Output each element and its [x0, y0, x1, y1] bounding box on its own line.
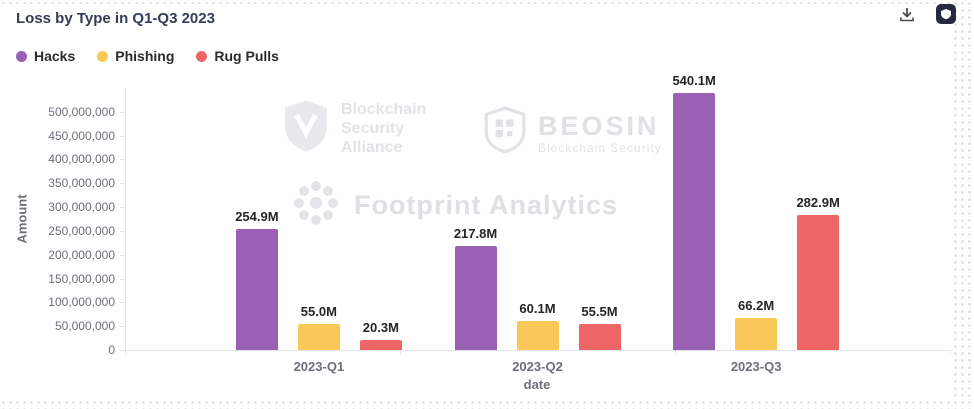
bar-value-label: 254.9M	[235, 208, 279, 224]
watermark-beosin-name: BEOSIN	[538, 110, 660, 141]
x-category-label: 2023-Q1	[293, 359, 345, 374]
watermark-beosin: BEOSIN Blockchain Security	[484, 106, 662, 159]
bar-phishing-2023-Q1[interactable]	[297, 323, 340, 350]
x-tick-mark	[675, 350, 676, 355]
x-tick-mark	[400, 350, 401, 355]
brand-badge-icon[interactable]	[936, 4, 956, 24]
bar-value-label: 55.0M	[300, 303, 337, 319]
x-category-label: 2023-Q3	[730, 359, 782, 374]
x-tick-mark	[950, 350, 951, 355]
chart-title: Loss by Type in Q1-Q3 2023	[16, 10, 215, 27]
alliance-shield-icon	[283, 98, 329, 158]
y-tick-label: 0	[108, 343, 115, 357]
download-arrow-icon	[900, 8, 914, 22]
x-axis-title: date	[523, 377, 551, 392]
watermark-alliance-line3: Alliance	[341, 138, 403, 156]
y-tick-mark	[120, 207, 125, 209]
bar-value-label: 217.8M	[453, 226, 498, 242]
y-axis-line	[125, 88, 126, 350]
y-tick-label: 250,000,000	[48, 223, 115, 238]
bar-value-label: 20.3M	[362, 320, 399, 336]
legend-item-rug-pulls[interactable]: Rug Pulls	[196, 48, 279, 64]
y-tick-mark	[120, 326, 125, 328]
legend-marker	[97, 50, 109, 62]
bar-rug-pulls-2023-Q1[interactable]	[359, 340, 402, 350]
y-tick-label: 400,000,000	[48, 152, 115, 167]
legend-marker	[16, 50, 27, 62]
x-axis-line	[125, 350, 951, 351]
bar-value-label: 540.1M	[672, 72, 716, 88]
legend-marker	[196, 50, 208, 62]
y-tick-mark	[120, 254, 125, 256]
bar-rug-pulls-2023-Q2[interactable]	[578, 323, 621, 350]
legend-label: Phishing	[115, 48, 175, 64]
bar-hacks-2023-Q3[interactable]	[673, 92, 716, 350]
legend-item-phishing[interactable]: Phishing	[97, 48, 174, 64]
beosin-shield-icon	[484, 106, 526, 159]
y-tick-mark	[120, 350, 125, 351]
watermark-alliance-line2: Security	[341, 119, 405, 137]
bar-hacks-2023-Q2[interactable]	[454, 246, 497, 350]
bar-value-label: 60.1M	[519, 301, 556, 317]
watermark-alliance-line1: Blockchain	[341, 100, 427, 118]
watermark-beosin-tagline: Blockchain Security	[538, 140, 662, 155]
y-tick-label: 350,000,000	[48, 176, 115, 191]
y-tick-label: 100,000,000	[48, 295, 115, 310]
y-tick-mark	[120, 183, 125, 185]
badge-emblem-icon	[941, 9, 951, 20]
bar-value-label: 282.9M	[796, 195, 840, 211]
watermark-footprint-name: Footprint Analytics	[354, 190, 619, 220]
y-tick-label: 50,000,000	[54, 319, 115, 334]
y-tick-mark	[120, 230, 125, 232]
y-tick-label: 150,000,000	[48, 271, 115, 286]
y-tick-mark	[120, 278, 125, 280]
bar-rug-pulls-2023-Q3[interactable]	[797, 215, 840, 350]
y-tick-mark	[120, 302, 125, 304]
bar-phishing-2023-Q2[interactable]	[516, 321, 559, 350]
bar-value-label: 55.5M	[581, 303, 618, 319]
y-tick-label: 500,000,000	[48, 104, 115, 119]
footprint-sun-icon	[292, 179, 340, 232]
y-tick-mark	[120, 135, 125, 137]
download-icon[interactable]	[898, 6, 916, 24]
y-tick-label: 200,000,000	[48, 247, 115, 262]
bar-phishing-2023-Q3[interactable]	[735, 318, 778, 350]
legend-label: Rug Pulls	[214, 48, 279, 64]
legend: Hacks Phishing Rug Pulls	[16, 48, 279, 64]
x-category-label: 2023-Q2	[512, 359, 563, 374]
y-tick-mark	[120, 159, 125, 161]
y-axis-title: Amount	[14, 194, 30, 244]
watermark-footprint: Footprint Analytics	[292, 179, 618, 232]
y-tick-label: 300,000,000	[48, 200, 115, 215]
bar-value-label: 66.2M	[738, 298, 775, 314]
y-tick-label: 450,000,000	[48, 128, 115, 143]
legend-label: Hacks	[34, 48, 76, 64]
bar-hacks-2023-Q1[interactable]	[235, 228, 278, 350]
x-tick-mark	[125, 350, 126, 355]
legend-item-hacks[interactable]: Hacks	[16, 48, 75, 64]
watermark-alliance: Blockchain Security Alliance	[283, 98, 426, 158]
y-tick-mark	[120, 111, 125, 113]
